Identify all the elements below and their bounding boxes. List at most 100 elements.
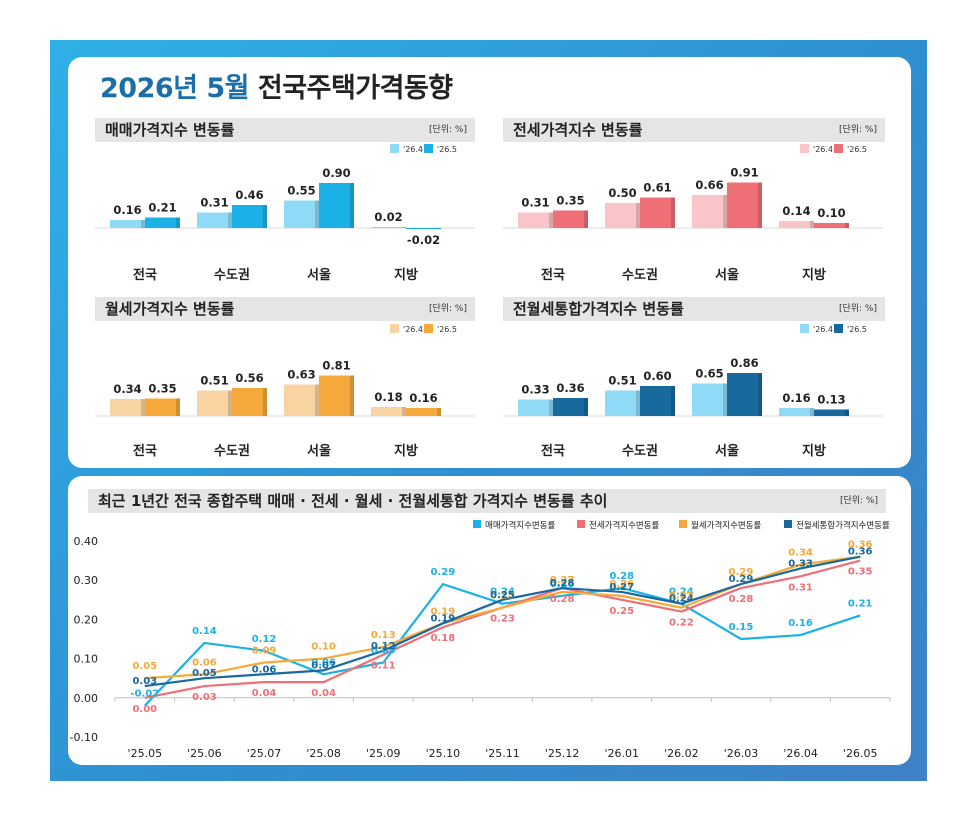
bar-side-sale-0-3 [402, 227, 406, 228]
bar-side-monthly-1-1 [263, 388, 267, 416]
x-tick-label-11: '26.04 [783, 747, 818, 760]
line-legend-label-3: 전월세통합가격지수변동률 [796, 520, 890, 531]
panel-title-trend-text: 최근 1년간 전국 종합주택 매매 · 전세 · 월세 · 전월세통합 가격지수… [98, 492, 608, 510]
panel-title-combined-text: 전월세통합가격지수 변동률 [513, 300, 684, 318]
bar-monthly-1-2 [319, 375, 354, 416]
x-tick-label-6: '25.11 [485, 747, 520, 760]
bar-side-sale-1-0 [176, 217, 180, 228]
data-label-0-11: 0.16 [788, 618, 813, 629]
bar-side-jeonse-0-0 [549, 212, 553, 228]
bar-side-jeonse-1-2 [758, 182, 762, 228]
legend-label-sale-0: '26.4 [403, 145, 423, 154]
bar-sale-0-2 [284, 200, 319, 228]
panel-combined-unit: [단위: %] [838, 304, 877, 314]
data-label-1-12: 0.35 [848, 567, 873, 578]
category-label-monthly-2: 서울 [307, 443, 331, 459]
bar-side-sale-0-1 [228, 212, 232, 228]
bar-jeonse-0-0 [518, 212, 553, 228]
value-label-combined-0-0: 0.33 [521, 383, 549, 397]
x-tick-label-8: '26.01 [604, 747, 639, 760]
page-title-text: 전국주택가격동향 [257, 73, 453, 104]
bar-side-monthly-0-0 [141, 399, 145, 416]
data-label-2-3: 0.10 [311, 642, 336, 653]
data-label-1-3: 0.04 [311, 688, 336, 699]
data-label-2-9: 0.23 [669, 591, 694, 602]
value-label-combined-0-1: 0.51 [608, 374, 636, 388]
bar-jeonse-0-3 [779, 221, 814, 228]
legend-label-jeonse-1: '26.5 [847, 145, 867, 154]
bar-side-combined-1-3 [845, 409, 849, 416]
bar-side-jeonse-0-3 [810, 221, 814, 228]
bar-side-jeonse-1-0 [584, 210, 588, 228]
bar-combined-1-3 [814, 409, 849, 416]
value-label-sale-0-3: 0.02 [374, 210, 402, 224]
line-legend-label-0: 매매가격지수변동률 [485, 520, 556, 531]
value-label-combined-1-2: 0.86 [730, 356, 758, 370]
panel-title-trend: 최근 1년간 전국 종합주택 매매 · 전세 · 월세 · 전월세통합 가격지수… [88, 489, 886, 513]
bar-side-monthly-0-1 [228, 390, 232, 416]
value-label-sale-0-1: 0.31 [200, 196, 228, 210]
data-label-3-5: 0.19 [431, 613, 456, 624]
panel-title-sale-text: 매매가격지수 변동률 [105, 121, 235, 139]
data-label-2-5: 0.19 [431, 606, 456, 617]
category-label-combined-0: 전국 [541, 443, 565, 459]
data-label-1-10: 0.28 [729, 594, 754, 605]
bar-monthly-1-3 [406, 408, 441, 416]
data-label-3-12: 0.36 [848, 547, 873, 558]
bar-combined-0-0 [518, 399, 553, 416]
bar-side-combined-1-2 [758, 373, 762, 416]
bar-combined-0-1 [605, 390, 640, 416]
bar-jeonse-0-1 [605, 203, 640, 228]
data-label-0-6: 0.24 [490, 587, 515, 598]
category-label-monthly-1: 수도권 [214, 444, 250, 459]
bar-jeonse-1-3 [814, 223, 849, 228]
data-label-1-4: 0.11 [371, 661, 396, 672]
bar-side-jeonse-1-3 [845, 223, 849, 228]
bar-combined-1-1 [640, 386, 675, 416]
data-label-2-8: 0.26 [609, 579, 634, 590]
y-tick-label-5: 0.40 [74, 535, 99, 548]
data-label-3-0: 0.03 [132, 676, 157, 687]
panel-title-sale: 매매가격지수 변동률 [단위: %] [95, 118, 475, 142]
data-label-1-5: 0.18 [431, 633, 456, 644]
bar-monthly-0-3 [371, 407, 406, 416]
data-label-0-8: 0.28 [609, 571, 634, 582]
bar-combined-0-3 [779, 408, 814, 416]
y-tick-label-4: 0.30 [74, 574, 99, 587]
bar-side-jeonse-0-1 [636, 203, 640, 228]
data-label-3-7: 0.28 [550, 578, 575, 589]
bar-side-combined-1-1 [671, 386, 675, 416]
bar-sale-0-1 [197, 212, 232, 228]
bar-side-sale-0-2 [315, 200, 319, 228]
value-label-sale-1-2: 0.90 [322, 166, 350, 180]
data-label-3-11: 0.33 [788, 558, 813, 569]
value-label-sale-1-0: 0.21 [148, 201, 176, 215]
data-label-0-9: 0.24 [669, 587, 694, 598]
category-label-sale-3: 지방 [394, 267, 418, 283]
legend-label-jeonse-0: '26.4 [813, 145, 833, 154]
bar-monthly-1-1 [232, 388, 267, 416]
value-label-sale-1-1: 0.46 [235, 188, 263, 202]
bar-combined-1-0 [553, 398, 588, 416]
panel-trend-unit: [단위: %] [839, 496, 878, 506]
panel-title-combined: 전월세통합가격지수 변동률 [단위: %] [503, 297, 885, 321]
bar-side-combined-0-0 [549, 399, 553, 416]
data-label-0-7: 0.26 [550, 579, 575, 590]
legend-label-monthly-1: '26.5 [437, 325, 457, 334]
value-label-combined-1-0: 0.36 [556, 381, 584, 395]
line-chart-card [68, 476, 911, 765]
panel-sale-unit: [단위: %] [428, 125, 467, 135]
bar-side-combined-1-0 [584, 398, 588, 416]
data-label-2-11: 0.34 [788, 548, 813, 559]
bar-sale-0-0 [110, 220, 145, 228]
data-label-3-2: 0.06 [252, 664, 277, 675]
bar-monthly-0-1 [197, 390, 232, 416]
data-label-0-1: 0.14 [192, 626, 217, 637]
x-tick-label-1: '25.06 [187, 747, 222, 760]
data-label-1-8: 0.25 [609, 606, 634, 617]
data-label-1-0: 0.00 [132, 704, 157, 715]
category-label-combined-1: 수도권 [622, 444, 658, 459]
value-label-combined-0-2: 0.65 [695, 367, 723, 381]
legend-swatch-monthly-0 [390, 324, 399, 333]
